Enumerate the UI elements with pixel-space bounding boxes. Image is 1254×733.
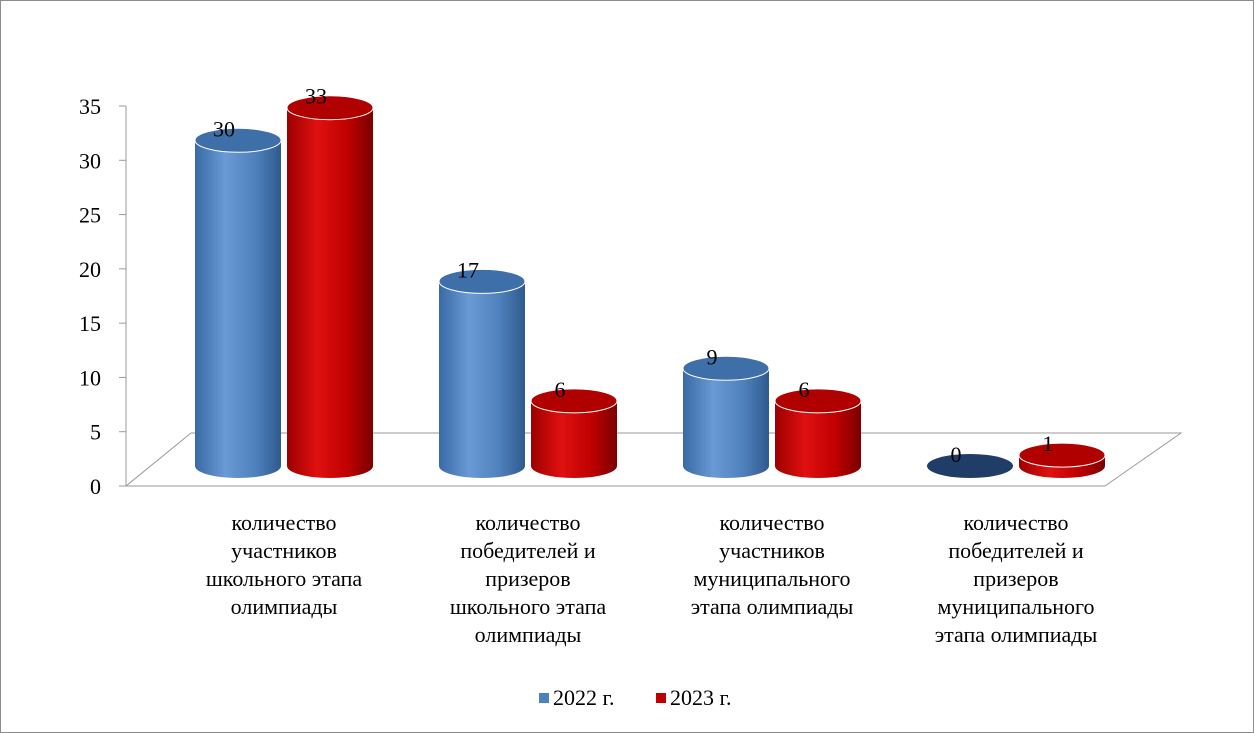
data-label: 6 (799, 377, 810, 402)
category-label: количество победителей и призеров школьного… (450, 510, 607, 647)
legend-label: 2023 г. (670, 685, 732, 710)
bar-top (438, 268, 526, 294)
bars (194, 95, 1106, 479)
bar-body (775, 400, 861, 478)
y-tick-label: 10 (79, 365, 101, 390)
category-label-line: количество (719, 510, 824, 535)
legend: 2022 г. 2023 г. (539, 685, 732, 710)
bar-1-3 (1018, 442, 1106, 478)
y-tick-label: 35 (79, 94, 101, 119)
category-label-line: количество (963, 510, 1068, 535)
bar-0-0 (194, 127, 282, 479)
category-label-line: олимпиады (475, 622, 582, 647)
data-label: 1 (1043, 431, 1054, 456)
data-label: 6 (555, 377, 566, 402)
category-label-line: призеров (485, 566, 570, 591)
bar-body (195, 140, 281, 479)
category-label-line: количество (475, 510, 580, 535)
chart-floor (124, 432, 1183, 487)
bar-top (1018, 442, 1106, 468)
legend-swatch (656, 693, 666, 703)
bar-top (194, 127, 282, 153)
category-label-line: этапа олимпиады (691, 594, 854, 619)
data-label: 0 (951, 442, 962, 467)
data-label: 30 (213, 116, 235, 141)
y-tick-label: 15 (79, 311, 101, 336)
bar-body (439, 281, 525, 478)
bar-top (927, 454, 1013, 478)
bar-1-2 (774, 388, 862, 478)
bar-0-2 (682, 355, 770, 478)
y-tick-label: 0 (90, 474, 101, 499)
category-label-line: победителей и (460, 538, 596, 563)
category-label-line: количество (231, 510, 336, 535)
category-label-line: олимпиады (231, 594, 338, 619)
category-label-line: этапа олимпиады (935, 622, 1098, 647)
bar-top (774, 388, 862, 414)
category-label: количество участников школьного этапа олимп… (206, 510, 363, 619)
bar-0-1 (438, 268, 526, 478)
bar-top (286, 95, 374, 121)
category-label-line: школьного этапа (206, 566, 363, 591)
y-tick-label: 30 (79, 148, 101, 173)
bar-top (682, 355, 770, 381)
data-labels: 30 33 17 6 9 6 0 1 (213, 84, 1054, 467)
bar-top (530, 388, 618, 414)
y-tick-label: 25 (79, 203, 101, 228)
bar-1-0 (286, 95, 374, 478)
bar-1-1 (530, 388, 618, 478)
bar-0-3 (927, 454, 1013, 478)
category-label-line: призеров (973, 566, 1058, 591)
y-tick-label: 5 (90, 420, 101, 445)
category-labels: количество участников школьного этапа олимп… (206, 510, 1098, 647)
category-label-line: победителей и (948, 538, 1084, 563)
data-label: 33 (305, 84, 327, 109)
legend-label: 2022 г. (553, 685, 615, 710)
bar-body (531, 400, 617, 478)
category-label-line: муниципального (693, 566, 850, 591)
category-label-line: школьного этапа (450, 594, 607, 619)
category-label: количество участников муниципального этапа … (691, 510, 854, 619)
bar-body (287, 107, 373, 478)
category-label: количество победителей и призеров муниципал… (935, 510, 1098, 647)
bar-body (683, 368, 769, 478)
category-label-line: участников (719, 538, 825, 563)
data-label: 17 (457, 257, 479, 282)
category-label-line: муниципального (937, 594, 1094, 619)
y-tick-label: 20 (79, 257, 101, 282)
data-label: 9 (707, 344, 718, 369)
category-label-line: участников (231, 538, 337, 563)
legend-swatch (539, 693, 549, 703)
